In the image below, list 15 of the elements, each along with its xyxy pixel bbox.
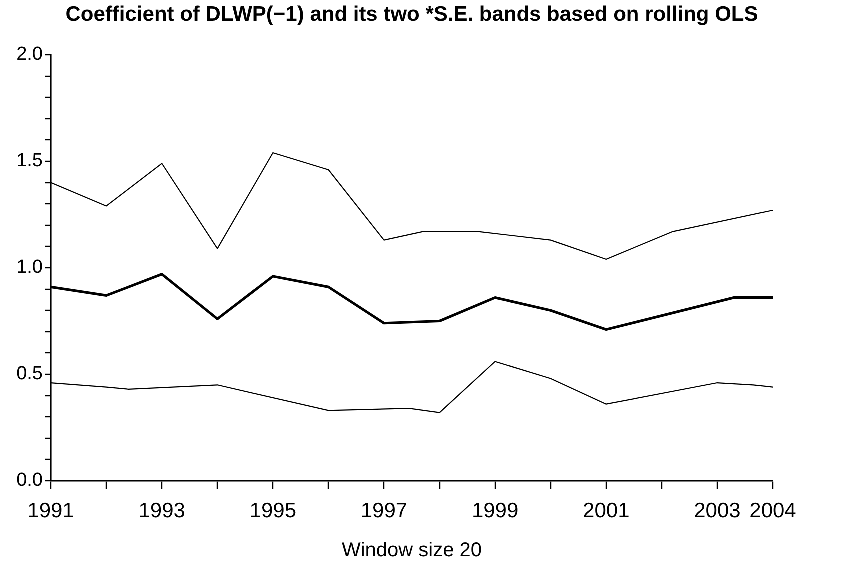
x-tick-label: 1995 (250, 499, 297, 522)
y-tick-label: 0.0 (16, 470, 43, 492)
x-tick-label: 1997 (360, 499, 408, 522)
chart-title: Coefficient of DLWP(−1) and its two *S.E. bands based on rolling OLS (66, 2, 758, 26)
y-tick-label: 0.5 (16, 364, 43, 385)
y-tick-label: 1.5 (16, 150, 43, 172)
x-tick-label: 2001 (583, 499, 630, 522)
x-tick-label: 1993 (138, 499, 186, 522)
x-tick-label: 2003 (694, 499, 741, 522)
x-tick-label: 2004 (750, 499, 797, 522)
y-tick-label: 1.0 (16, 257, 43, 278)
y-tick-label: 2.0 (16, 44, 43, 66)
x-tick-label: 1991 (28, 499, 74, 522)
x-axis-title: Window size 20 (342, 540, 482, 562)
x-tick-label: 1999 (472, 499, 519, 522)
